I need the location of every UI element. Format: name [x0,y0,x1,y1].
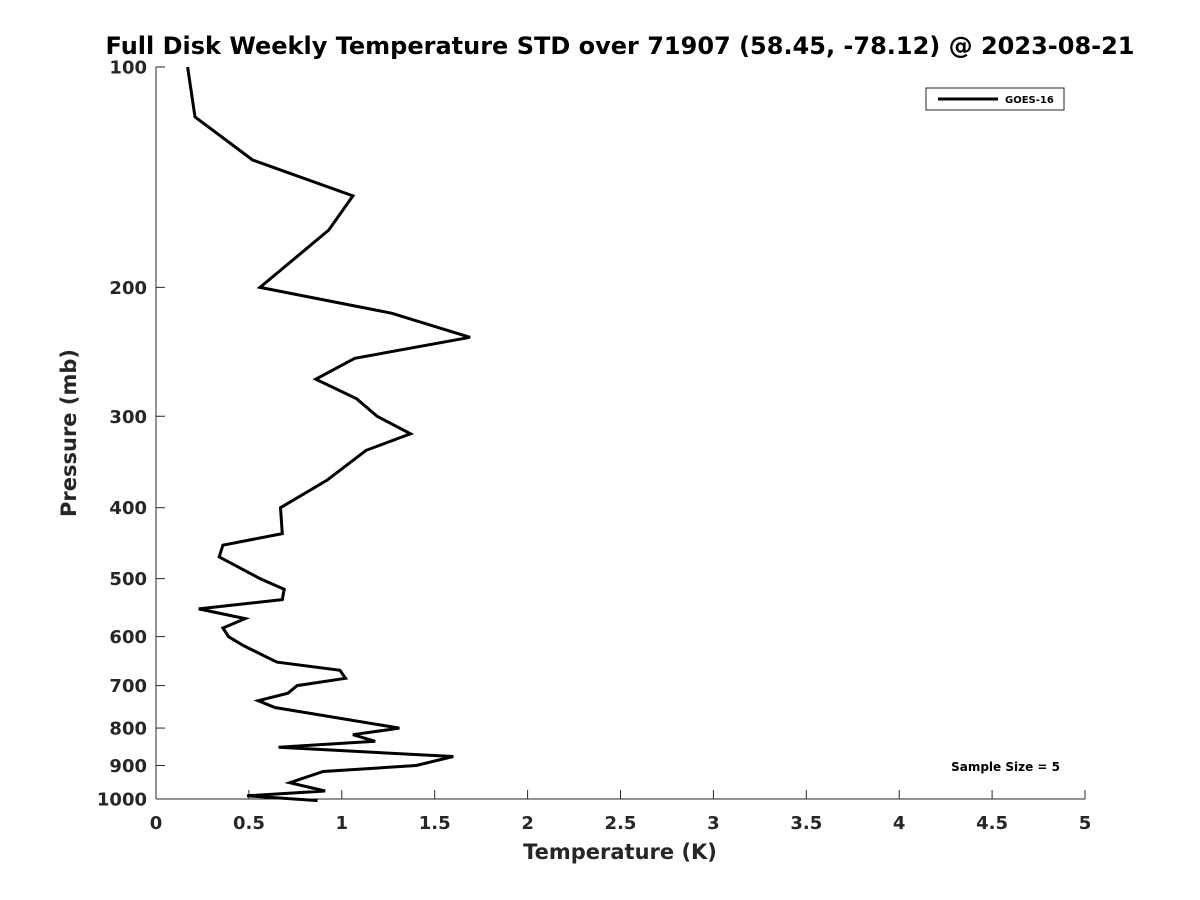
x-tick-label: 0 [150,813,163,834]
y-tick-label: 500 [109,569,147,590]
y-tick-label: 1000 [97,790,147,811]
x-axis-label: Temperature (K) [523,840,717,864]
y-tick-label: 600 [109,627,147,648]
x-tick-label: 4.5 [976,813,1008,834]
y-tick-label: 400 [109,498,147,519]
x-tick-label: 2 [521,813,534,834]
series-line-goes-16 [186,66,471,803]
x-tick-label: 0.5 [233,813,265,834]
y-tick-label: 800 [109,719,147,740]
x-tick-label: 1.5 [419,813,451,834]
series-layer [186,66,471,803]
x-tick-label: 1 [336,813,349,834]
x-tick-label: 4 [893,813,906,834]
y-tick-label: 100 [109,58,147,79]
legend: GOES-16 [925,87,1065,111]
y-tick-label: 700 [109,676,147,697]
y-tick-label: 300 [109,407,147,428]
x-tick-label: 5 [1079,813,1092,834]
x-tick-label: 3.5 [790,813,822,834]
chart-title: Full Disk Weekly Temperature STD over 71… [106,32,1135,60]
legend-label-goes-16: GOES-16 [1005,95,1054,106]
y-tick-label: 900 [109,756,147,777]
sample-size-annotation: Sample Size = 5 [951,760,1060,774]
x-tick-label: 3 [707,813,720,834]
x-axis: 0 0.5 1 1.5 2 2.5 3 3.5 4 4.5 5 [150,790,1092,834]
y-axis-label: Pressure (mb) [57,349,81,517]
plot-area [156,67,1085,799]
x-tick-label: 2.5 [605,813,637,834]
y-axis: 100 200 300 400 500 600 700 800 900 1000 [97,58,165,811]
y-tick-label: 200 [109,278,147,299]
